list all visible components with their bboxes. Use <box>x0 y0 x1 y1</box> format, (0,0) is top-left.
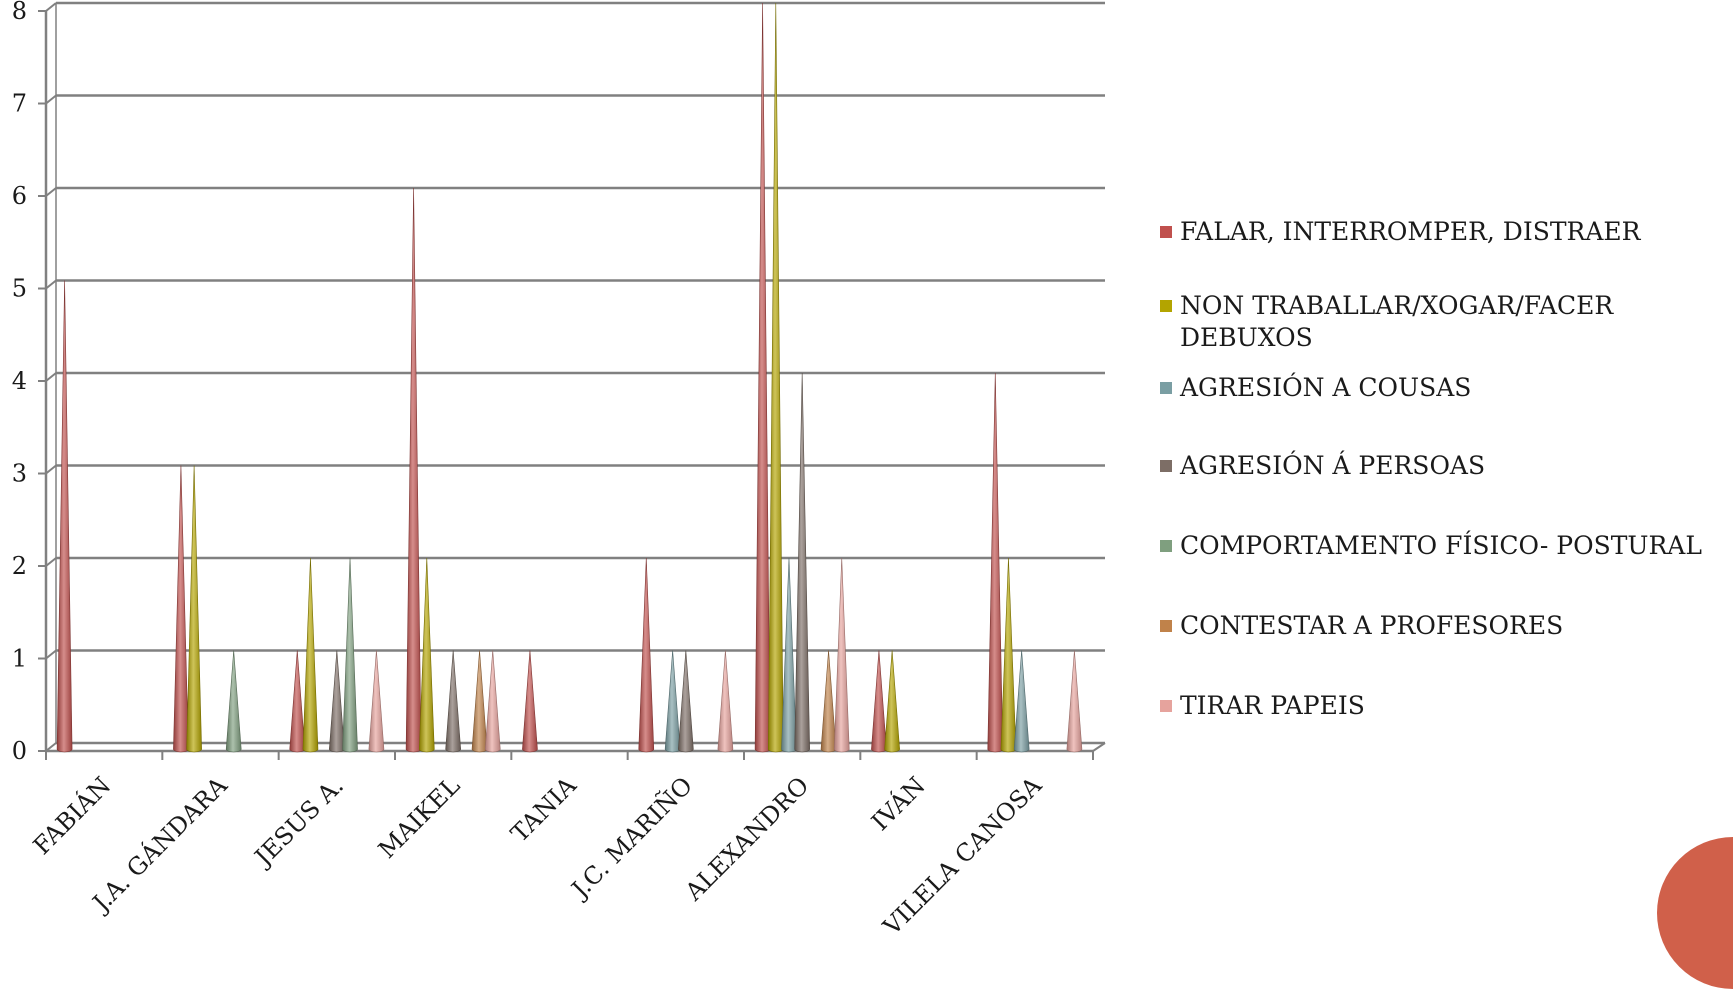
x-tick-label: ALEXANDRO <box>679 771 814 906</box>
y-tick-label: 2 <box>12 552 27 580</box>
bar-cone <box>405 187 422 753</box>
bar-cone <box>289 650 306 753</box>
bar-cone <box>833 557 850 753</box>
bar-cone <box>1013 650 1030 753</box>
x-tick-label: MAIKEL <box>373 771 466 864</box>
legend-label: AGRESIÓN Á PERSOAS <box>1180 451 1486 480</box>
bar-cone <box>225 650 242 753</box>
legend-item: NON TRABALLAR/XOGAR/FACER DEBUXOS <box>1160 290 1720 354</box>
legend-swatch <box>1160 382 1172 394</box>
legend-swatch <box>1160 460 1172 472</box>
bar-cone <box>767 2 784 753</box>
y-tick-label: 5 <box>12 275 27 303</box>
bar-cone <box>418 557 435 753</box>
y-tick-label: 6 <box>12 182 27 210</box>
bar-cone <box>794 372 810 753</box>
gridline-depth <box>45 372 57 382</box>
legend-item: AGRESIÓN Á PERSOAS <box>1160 450 1720 482</box>
bar-cone <box>1000 557 1017 753</box>
bar-cone <box>522 650 538 753</box>
bar-cone <box>56 280 73 753</box>
gridline-depth <box>45 94 57 105</box>
legend-item: TIRAR PAPEIS <box>1160 690 1720 722</box>
legend-item: CONTESTAR A PROFESORES <box>1160 610 1720 642</box>
legend-label: FALAR, INTERROMPER, DISTRAER <box>1180 217 1641 246</box>
bar-cone <box>173 465 189 753</box>
legend-item: FALAR, INTERROMPER, DISTRAER <box>1160 216 1720 248</box>
bar-cone <box>678 650 694 753</box>
y-tick-label: 1 <box>12 645 27 673</box>
legend-swatch <box>1160 540 1172 552</box>
bar-cone <box>302 557 319 753</box>
bar-cone <box>186 465 202 753</box>
bar-cone <box>1066 650 1083 753</box>
gridline-depth <box>45 279 57 290</box>
bar-cone <box>871 650 887 753</box>
legend-label: NON TRABALLAR/XOGAR/FACER DEBUXOS <box>1180 291 1614 352</box>
legend-label: COMPORTAMENTO FÍSICO- POSTURAL <box>1180 531 1702 560</box>
bar-cone <box>820 650 837 753</box>
x-tick-label: TANIA <box>505 771 582 848</box>
gridline-depth <box>45 742 57 752</box>
gridline-depth <box>45 187 57 197</box>
y-tick-label: 0 <box>12 737 27 765</box>
y-tick-label: 3 <box>12 460 27 488</box>
legend-label: CONTESTAR A PROFESORES <box>1180 611 1564 640</box>
gridline-depth <box>45 649 57 660</box>
x-tick-label: IVÁN <box>865 771 930 836</box>
legend-swatch <box>1160 700 1172 712</box>
x-axis-depth <box>1092 742 1106 752</box>
x-tick-label: JESUS A. <box>247 771 349 873</box>
bar-cone <box>781 557 797 753</box>
legend-swatch <box>1160 226 1172 238</box>
bar-cone <box>717 650 734 753</box>
legend-swatch <box>1160 620 1172 632</box>
bar-cone <box>368 650 385 753</box>
legend-item: AGRESIÓN A COUSAS <box>1160 372 1720 404</box>
bar-cone <box>484 650 501 753</box>
bar-cone <box>638 557 655 753</box>
legend-swatch <box>1160 300 1172 312</box>
legend-item: COMPORTAMENTO FÍSICO- POSTURAL <box>1160 530 1720 562</box>
y-tick-label: 7 <box>12 90 27 118</box>
bar-cone <box>754 2 771 753</box>
chart-legend: FALAR, INTERROMPER, DISTRAER NON TRABALLA… <box>1160 0 1730 950</box>
bar-cone <box>664 650 681 753</box>
gridline-depth <box>45 557 57 567</box>
gridline-depth <box>45 464 57 475</box>
x-tick-label: J.C. MARIÑO <box>563 770 698 905</box>
bar-cone <box>445 650 461 753</box>
gridline-depth <box>45 2 57 12</box>
legend-label: TIRAR PAPEIS <box>1180 691 1365 720</box>
bar-cone <box>329 650 345 753</box>
bar-cone <box>342 557 358 753</box>
bar-cone <box>987 372 1004 753</box>
y-tick-label: 8 <box>12 0 27 25</box>
y-tick-label: 4 <box>12 367 27 395</box>
legend-label: AGRESIÓN A COUSAS <box>1180 373 1472 402</box>
bar-cone <box>884 650 900 753</box>
x-tick-label: FABIÁN <box>27 771 116 860</box>
bar-cone <box>471 650 488 753</box>
